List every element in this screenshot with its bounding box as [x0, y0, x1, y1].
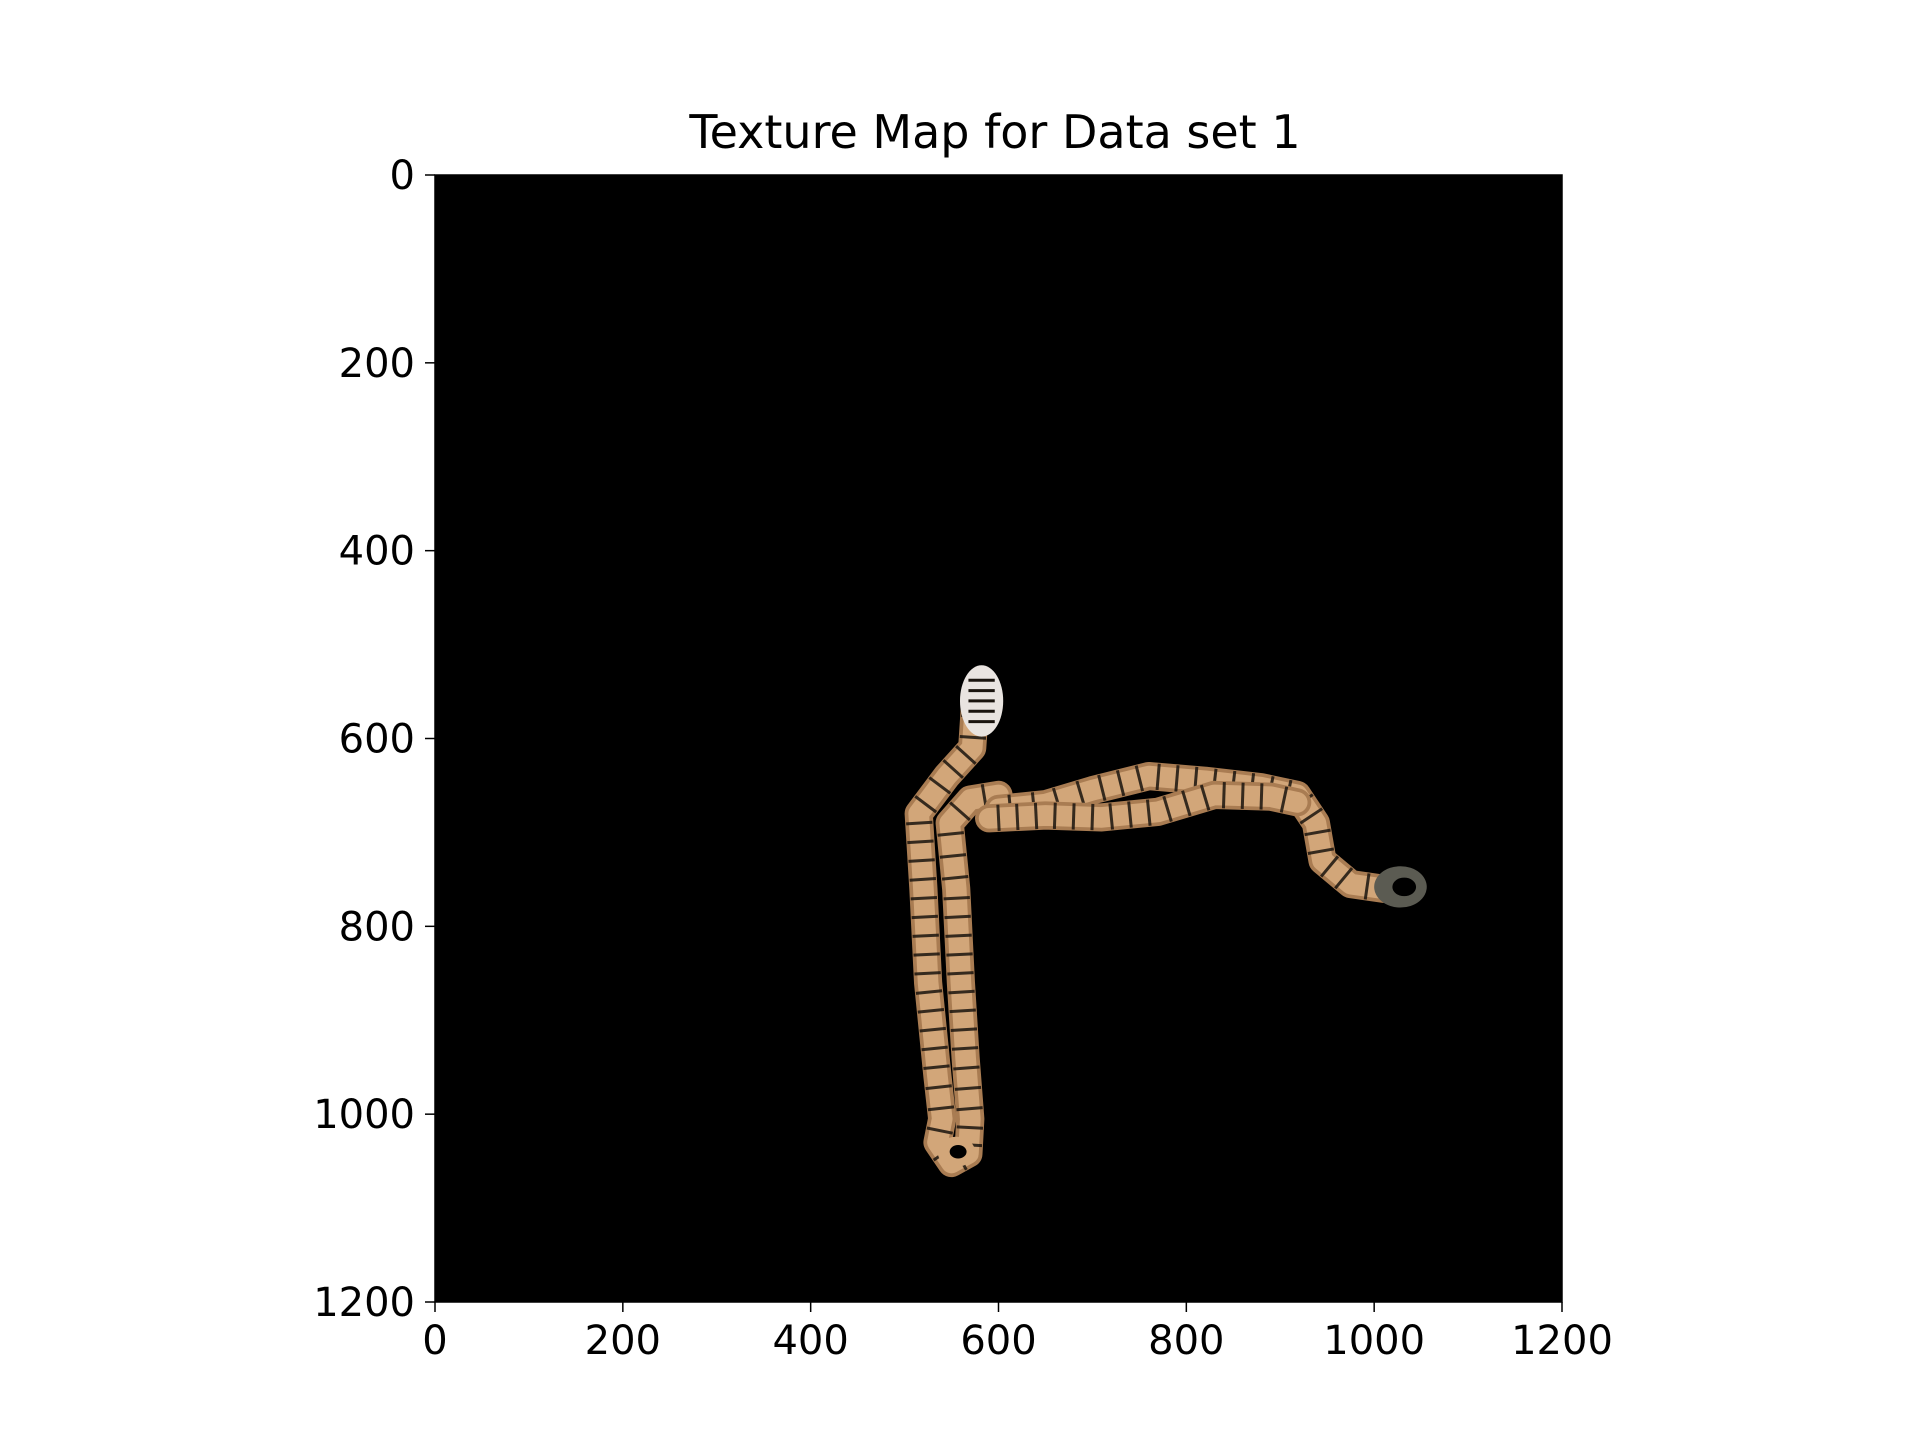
texture-stripe: [925, 1084, 952, 1091]
x-tick-label: 1200: [1511, 1318, 1613, 1364]
texture-stripe: [1221, 781, 1226, 809]
texture-stripe: [1279, 786, 1289, 813]
texture-stripe: [956, 1106, 983, 1112]
x-tick-label: 600: [960, 1318, 1036, 1364]
plot-area: [435, 175, 1562, 1302]
texture-stripe: [1259, 783, 1264, 810]
x-tick-label: 800: [1148, 1318, 1224, 1364]
texture-stripe: [911, 914, 938, 920]
texture-stripe: [945, 933, 972, 938]
x-axis: 0 200 400 600 800 1000 1200: [422, 1302, 1613, 1364]
texture-stripe: [941, 875, 969, 881]
texture-stripe: [996, 804, 1001, 832]
texture-stripe: [1307, 847, 1335, 855]
texture-stripe: [914, 971, 941, 976]
texture-stripe: [906, 820, 933, 826]
texture-stripe: [1033, 802, 1039, 830]
texture-stripe: [1097, 774, 1107, 801]
chart-title: Texture Map for Data set 1: [688, 105, 1300, 159]
texture-stripe: [928, 776, 952, 795]
lower-branch: [978, 784, 1308, 829]
texture-stripe: [919, 1026, 946, 1033]
texture-stripe: [1363, 873, 1371, 900]
texture-stripe: [1334, 867, 1354, 890]
texture-stripe: [1134, 765, 1145, 792]
texture-map: [904, 665, 1427, 1178]
texture-stripe: [1304, 828, 1331, 837]
texture-stripe: [959, 734, 987, 740]
texture-stripe: [1115, 769, 1126, 797]
x-tick-label: 0: [422, 1318, 447, 1364]
texture-stripe: [944, 914, 971, 920]
y-tick-label: 400: [339, 529, 415, 575]
y-tick-label: 800: [339, 904, 415, 950]
texture-stripe: [909, 877, 936, 882]
texture-stripe: [915, 989, 943, 995]
texture-stripe: [955, 745, 977, 765]
texture-stripe: [956, 1125, 984, 1130]
texture-stripe: [949, 801, 971, 822]
texture-stripe: [926, 1126, 953, 1135]
texture-stripe: [914, 795, 938, 814]
tail-hole: [1392, 877, 1417, 897]
x-tick-label: 1000: [1323, 1318, 1425, 1364]
y-tick-label: 1200: [313, 1280, 415, 1326]
texture-stripe: [912, 933, 939, 938]
texture-stripe: [923, 1064, 950, 1071]
texture-stripe: [1299, 807, 1324, 825]
texture-stripe: [1052, 802, 1057, 830]
texture-stripe: [1240, 782, 1245, 809]
texture-stripe: [917, 1008, 945, 1014]
loop-hole: [949, 1144, 967, 1159]
y-tick-label: 0: [390, 153, 415, 199]
y-tick-label: 600: [339, 717, 415, 763]
texture-stripe: [954, 1085, 982, 1091]
texture-stripe: [942, 759, 964, 779]
texture-stripe: [1174, 765, 1180, 792]
texture-stripe: [913, 952, 940, 957]
texture-stripe: [937, 831, 964, 837]
texture-stripe: [1199, 784, 1211, 811]
texture-stripe: [1075, 780, 1086, 807]
texture-stripe: [948, 989, 975, 995]
texture-stripe: [907, 839, 934, 845]
texture-stripe: [1162, 795, 1173, 822]
texture-stripe: [1071, 803, 1076, 830]
texture-stripe: [946, 952, 973, 957]
y-tick-label: 200: [339, 341, 415, 387]
texture-stripe: [1145, 799, 1152, 826]
texture-stripe: [950, 1027, 978, 1032]
texture-stripe: [951, 1046, 979, 1051]
texture-stripe: [908, 858, 935, 863]
texture-stripe: [1127, 801, 1133, 828]
x-tick-label: 400: [772, 1318, 848, 1364]
texture-stripe: [943, 896, 970, 901]
y-tick-label: 1000: [313, 1092, 415, 1138]
texture-stripe: [927, 1105, 955, 1112]
texture-stripe: [1090, 803, 1095, 831]
texture-stripe: [921, 1045, 948, 1052]
texture-stripe: [1108, 803, 1115, 830]
y-axis: 0 200 400 600 800 1000 1200: [313, 153, 435, 1326]
texture-stripe: [910, 896, 938, 901]
texture-stripe: [1181, 790, 1192, 817]
x-tick-label: 200: [585, 1318, 661, 1364]
texture-stripe: [1015, 803, 1020, 831]
texture-stripe: [939, 853, 967, 859]
texture-stripe: [947, 971, 974, 976]
texture-stripe: [1155, 763, 1161, 791]
texture-stripe: [953, 1065, 980, 1071]
texture-stripe: [949, 1008, 976, 1014]
texture-stripe: [1319, 855, 1340, 878]
